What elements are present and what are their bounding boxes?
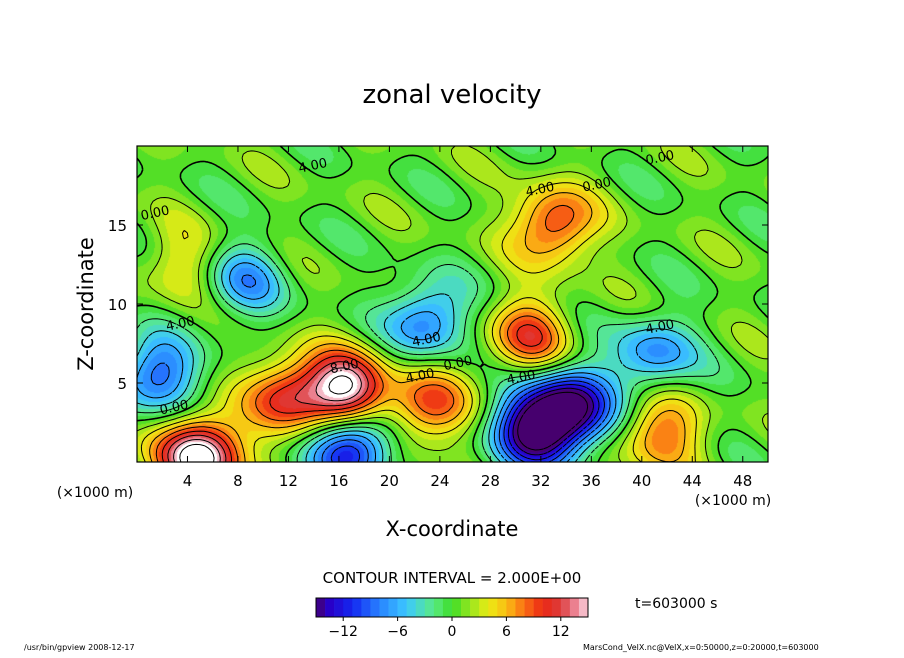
colorbar-cell [361,598,371,617]
y-axis-ticks: 5 10 15 [108,217,768,393]
footer-left: /usr/bin/gpview 2008-12-17 [24,643,135,652]
colorbar-cell [334,598,344,617]
x-axis-label: X-coordinate [386,517,519,541]
x-tick-label: 8 [233,472,243,490]
contour-label: 0.00 [158,398,189,419]
x-tick-label: 12 [279,472,298,490]
contour-interval-text: CONTOUR INTERVAL = 2.000E+00 [323,569,582,587]
x-tick-label: 28 [481,472,500,490]
contour-label: 4.00 [505,368,536,389]
contour-level [512,387,594,456]
x-tick-label: 44 [683,472,702,490]
contour-level [140,182,697,462]
contour-label: 4.00 [524,180,555,201]
x-tick-label: 16 [329,472,348,490]
x-unit-left: (×1000 m) [57,485,133,501]
y-tick-label: 10 [108,296,127,314]
colorbar-cell [542,598,553,617]
contour-labels: 4.000.004.000.008.004.004.000.004.004.00… [139,148,675,418]
colorbar-cell [325,598,335,617]
colorbar-cell [578,598,589,617]
contour-level [150,274,611,462]
colorbar-tick-label: −12 [328,624,358,640]
heatmap-field: 4.000.004.000.008.004.004.000.004.004.00… [137,146,768,462]
colorbar-cell [452,598,462,617]
contour-level [507,384,600,461]
y-tick-label: 15 [108,217,127,235]
y-tick-label: 5 [117,375,127,393]
colorbar-cell [506,598,516,617]
x-tick-label: 20 [380,472,399,490]
colorbar-cell [515,598,525,617]
contour-label: 0.00 [581,175,612,196]
contour-label: 4.00 [297,156,328,177]
colorbar: −12 −6 0 6 12 [315,597,589,640]
contour-label: 0.00 [644,148,675,169]
contour-label: 0.00 [139,203,170,224]
contour-level [330,380,605,462]
colorbar-cell [370,598,380,617]
contour-level [137,243,720,462]
colorbar-cell [533,598,543,617]
colorbar-cell [388,598,398,617]
contour-label: 4.00 [411,330,442,351]
colorbar-cell [524,598,534,617]
contour-level [517,391,589,451]
y-axis-label: Z-coordinate [74,237,98,371]
contour-label: 4.00 [644,317,675,338]
colorbar-cell [433,598,444,617]
colorbar-cell [406,598,417,617]
contour-level [137,262,681,462]
contour-label: 4.00 [405,366,436,387]
colorbar-tick-label: 0 [448,624,457,640]
x-tick-label: 4 [183,472,193,490]
contour-level [155,204,575,462]
contour-level [161,324,543,462]
x-tick-label: 32 [531,472,550,490]
contour-level [137,253,698,462]
colorbar-cell [316,598,326,617]
contour-label: 4.00 [165,314,196,335]
colorbar-cell [569,598,580,617]
contour-level [179,375,353,462]
colorbar-cell [470,598,480,617]
colorbar-tick-label: 6 [502,624,511,640]
contour-level [173,367,362,462]
colorbar-cell [497,598,507,617]
footer-right: MarsCond_VelX.nc@VelX,x=0:50000,z=0:2000… [583,643,819,652]
contour-level [137,146,768,462]
contour-level [167,361,369,462]
colorbar-cells [316,598,589,617]
colorbar-cell [352,598,362,617]
colorbar-cell [461,598,471,617]
colorbar-cell [488,598,498,617]
chart-title: zonal velocity [362,80,541,110]
x-tick-label: 48 [733,472,752,490]
colorbar-cell [415,598,426,617]
colorbar-cell [560,598,571,617]
colorbar-cell [442,598,453,617]
colorbar-ticks: −12 −6 0 6 12 [328,617,570,640]
contour-label: 0.00 [442,353,473,374]
x-tick-label: 36 [582,472,601,490]
colorbar-cell [424,598,435,617]
colorbar-tick-label: −6 [387,624,408,640]
x-tick-label: 40 [632,472,651,490]
colorbar-cell [479,598,489,617]
colorbar-cell [343,598,353,617]
colorbar-cell [551,598,562,617]
x-tick-label: 24 [430,472,449,490]
colorbar-cell [397,598,407,617]
colorbar-tick-label: 12 [552,624,570,640]
time-text: t=603000 s [635,596,717,612]
contour-lines [137,146,768,462]
colorbar-cell [379,598,389,617]
contour-label: 8.00 [329,357,360,378]
x-unit-right: (×1000 m) [695,493,771,509]
contour-level [149,192,686,462]
x-axis-ticks: 4 8 12 16 20 24 28 32 36 40 44 48 [183,146,752,490]
